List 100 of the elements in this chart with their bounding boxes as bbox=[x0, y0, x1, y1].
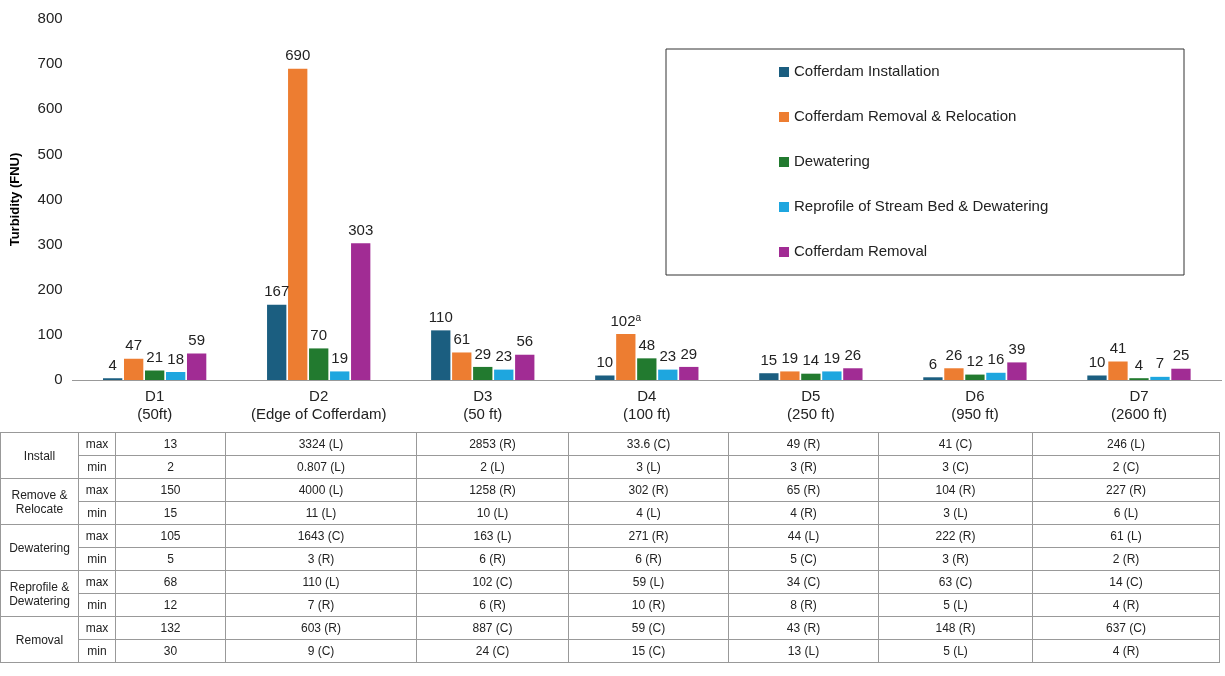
category-label: min bbox=[87, 644, 107, 658]
text: 271 (R) bbox=[628, 529, 669, 543]
category-label: min bbox=[87, 598, 107, 612]
data-label: 23 bbox=[659, 347, 677, 365]
bar bbox=[595, 375, 615, 380]
category-label: max bbox=[85, 437, 109, 451]
data-label: 25 bbox=[1172, 346, 1190, 364]
data-label: 19 bbox=[781, 349, 799, 367]
bar bbox=[1171, 368, 1191, 380]
text: 163 (L) bbox=[473, 529, 512, 543]
x-tick-label: D5 (250 ft) bbox=[787, 387, 835, 423]
data-label: 303 bbox=[348, 220, 374, 238]
text: 59 (C) bbox=[631, 621, 666, 635]
data-label: 29 bbox=[680, 344, 698, 362]
text: 68 bbox=[163, 575, 178, 589]
bar bbox=[494, 369, 514, 380]
data-label: 14 bbox=[802, 351, 820, 369]
category-label: max bbox=[85, 483, 109, 497]
text: 5 (L) bbox=[943, 598, 968, 612]
text: 603 (R) bbox=[300, 621, 341, 635]
text: 13 bbox=[163, 437, 178, 451]
category-label: max bbox=[85, 529, 109, 543]
data-label: 4 bbox=[108, 355, 117, 373]
text: 24 (C) bbox=[475, 644, 510, 658]
text: 150 bbox=[160, 483, 181, 497]
bar bbox=[923, 377, 943, 380]
text: 132 bbox=[160, 621, 181, 635]
text: 227 (R) bbox=[1105, 483, 1146, 497]
text: 6 (R) bbox=[479, 598, 506, 612]
text: 3 (L) bbox=[636, 460, 661, 474]
text: 4 (R) bbox=[1112, 598, 1140, 612]
data-label: 690 bbox=[285, 46, 311, 64]
bar bbox=[780, 371, 800, 380]
legend-label: Cofferdam Removal bbox=[794, 242, 928, 260]
data-label: 23 bbox=[495, 347, 513, 365]
x-tick-label: D3 (50 ft) bbox=[463, 387, 503, 423]
text: 302 (R) bbox=[628, 483, 669, 497]
text: 2 (R) bbox=[1112, 552, 1140, 566]
text: 5 (C) bbox=[790, 552, 817, 566]
text: 4 (R) bbox=[790, 506, 817, 520]
data-label: 29 bbox=[474, 344, 492, 362]
text: 3 (L) bbox=[943, 506, 968, 520]
y-axis-title: Turbidity (FNU) bbox=[7, 152, 23, 247]
text: 9 (C) bbox=[307, 644, 335, 658]
bar bbox=[124, 358, 144, 380]
bar bbox=[801, 373, 821, 380]
text: 148 (R) bbox=[935, 621, 976, 635]
data-label: 7 bbox=[1155, 354, 1165, 372]
legend-label: Reprofile of Stream Bed & Dewatering bbox=[794, 197, 1049, 215]
text: 15 bbox=[163, 506, 178, 520]
x-tick-label: D7 (2600 ft) bbox=[1111, 387, 1167, 423]
data-label: 16 bbox=[987, 350, 1005, 368]
text: Reprofile & Dewatering bbox=[0, 570, 79, 617]
text: 6 (R) bbox=[479, 552, 506, 566]
data-label: 18 bbox=[167, 349, 184, 367]
text: 4 (R) bbox=[1112, 644, 1140, 658]
text: 30 bbox=[163, 644, 178, 658]
text: 110 (L) bbox=[302, 575, 340, 589]
text: 4000 (L) bbox=[298, 483, 344, 497]
y-tick-label: 600 bbox=[37, 99, 63, 117]
y-tick-label: 500 bbox=[37, 144, 63, 162]
bar bbox=[679, 366, 699, 380]
text: 13 (L) bbox=[787, 644, 820, 658]
text: 49 (R) bbox=[786, 437, 821, 451]
text: 15 (C) bbox=[631, 644, 666, 658]
x-tick-label: D1 (50ft) bbox=[137, 387, 173, 423]
text: 10 (R) bbox=[631, 598, 666, 612]
data-label: 56 bbox=[516, 332, 534, 350]
text: 2853 (R) bbox=[469, 437, 516, 451]
text: 3324 (L) bbox=[298, 437, 344, 451]
bar bbox=[637, 358, 657, 380]
data-label: 110 bbox=[428, 308, 453, 325]
y-tick-label: 300 bbox=[37, 234, 63, 252]
data-label: 70 bbox=[310, 326, 328, 344]
bar bbox=[351, 243, 371, 380]
x-tick-label: D2 (Edge of Cofferdam) bbox=[250, 387, 387, 423]
text: 0.807 (L) bbox=[296, 460, 346, 474]
text: 2 (L) bbox=[480, 460, 505, 474]
category-label: max bbox=[85, 575, 109, 589]
text: 102 (C) bbox=[472, 575, 513, 589]
bar bbox=[986, 372, 1006, 380]
data-label: 61 bbox=[453, 330, 471, 348]
text: 11 (L) bbox=[305, 506, 337, 520]
text: 3 (C) bbox=[942, 460, 969, 474]
text: 33.6 (C) bbox=[626, 437, 671, 451]
text: Dewatering bbox=[0, 524, 79, 571]
bar bbox=[616, 333, 636, 380]
bar bbox=[288, 68, 308, 380]
y-tick-label: 200 bbox=[37, 279, 63, 297]
text: 1258 (R) bbox=[469, 483, 516, 497]
text: 5 bbox=[167, 552, 174, 566]
text: 637 (C) bbox=[1105, 621, 1146, 635]
bar bbox=[965, 374, 985, 380]
text: Removal bbox=[0, 616, 79, 663]
text: 4 (L) bbox=[636, 506, 661, 520]
text: 5 (L) bbox=[943, 644, 968, 658]
category-label: min bbox=[87, 506, 107, 520]
bar bbox=[515, 354, 535, 380]
text: 246 (L) bbox=[1106, 437, 1146, 451]
data-label: 15 bbox=[760, 350, 778, 368]
